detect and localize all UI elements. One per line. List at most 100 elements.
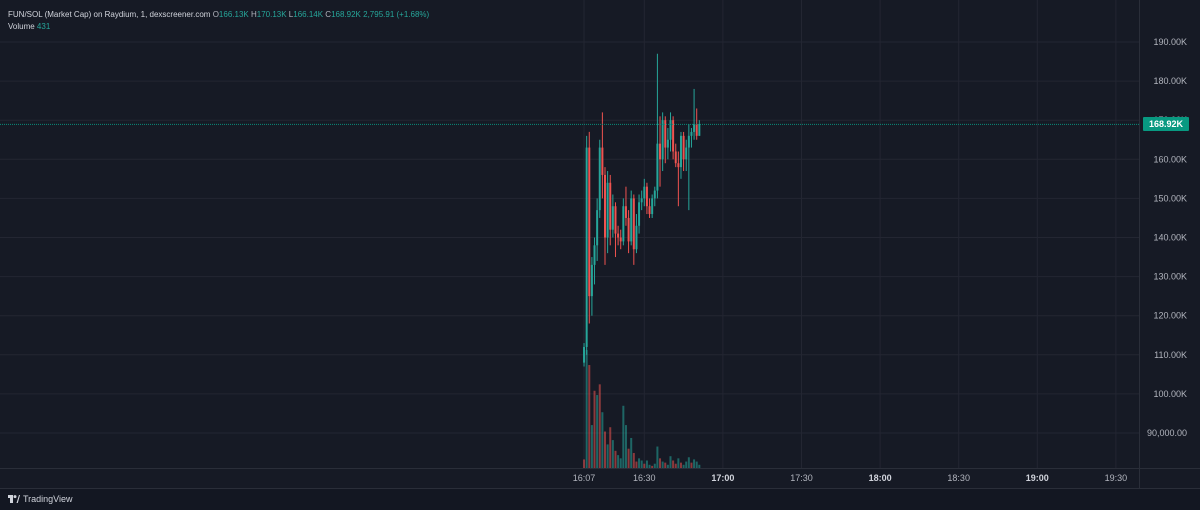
- candles: [583, 53, 701, 367]
- candle-body: [611, 206, 614, 230]
- candle-body: [630, 198, 633, 242]
- candle-body: [632, 198, 635, 250]
- time-axis-label: 17:00: [711, 473, 734, 483]
- brand-label: TradingView: [23, 494, 73, 504]
- candle-body: [645, 186, 648, 207]
- volume-bar: [643, 463, 646, 468]
- candle-body: [640, 198, 643, 203]
- candle-body: [585, 147, 588, 347]
- candle-body: [627, 217, 630, 242]
- time-axis-label: 16:07: [573, 473, 596, 483]
- candle-body: [588, 147, 591, 297]
- candle-body: [664, 120, 667, 148]
- volume-bar: [617, 455, 620, 468]
- volume-bar: [674, 463, 677, 468]
- candle-body: [679, 135, 682, 168]
- volume-bar: [585, 350, 588, 468]
- volume-bar: [596, 395, 599, 468]
- time-axis: 16:07 16:30 17:00 17:30 18:00 18:30 19:00 19:30: [573, 473, 1127, 483]
- candle-body: [682, 135, 685, 160]
- candle-body: [661, 120, 664, 160]
- candle-body: [606, 182, 609, 238]
- price-axis-label: 130.00K: [1153, 272, 1187, 282]
- volume-bar: [638, 458, 641, 468]
- volume-bar: [632, 452, 635, 468]
- volume-bar: [624, 425, 627, 468]
- volume-bar: [611, 440, 614, 468]
- volume-bar: [653, 463, 656, 468]
- candle-body: [622, 206, 625, 242]
- low-label: L: [288, 10, 294, 19]
- candle-body: [674, 151, 677, 164]
- price-axis-label: 150.00K: [1153, 193, 1187, 203]
- volume-bar: [651, 465, 654, 468]
- candle-body: [643, 186, 646, 199]
- price-axis-label: 140.00K: [1153, 233, 1187, 243]
- volume-bar: [588, 365, 591, 468]
- high-label: H: [250, 10, 257, 19]
- chart-panel[interactable]: 190.00K180.00K170.00K160.00K150.00K140.0…: [0, 0, 1200, 488]
- price-axis-label: 190.00K: [1153, 37, 1187, 47]
- chart-legend: FUN/SOL (Market Cap) on Raydium, 1, dexs…: [8, 9, 429, 33]
- chart-canvas[interactable]: 190.00K180.00K170.00K160.00K150.00K140.0…: [0, 0, 1200, 488]
- candle-body: [593, 245, 596, 265]
- volume-bar: [669, 456, 672, 468]
- change-value: 2,795.91 (+1.68%): [363, 10, 430, 19]
- candle-body: [651, 198, 654, 215]
- candle-body: [617, 233, 620, 238]
- candle-body: [677, 163, 680, 168]
- candle-body: [669, 120, 672, 140]
- volume-bar: [685, 461, 688, 468]
- candle-body: [638, 202, 641, 226]
- volume-bar: [640, 460, 643, 468]
- volume-bar: [666, 464, 669, 468]
- candle-body: [590, 264, 593, 297]
- time-axis-label: 19:30: [1105, 473, 1128, 483]
- candle-body: [656, 143, 659, 191]
- candle-body: [648, 206, 651, 215]
- time-axis-label: 17:30: [790, 473, 813, 483]
- price-axis-label: 160.00K: [1153, 154, 1187, 164]
- candle-body: [619, 237, 622, 242]
- volume-bar: [614, 450, 617, 468]
- volume-bar: [648, 464, 651, 468]
- candle-body: [695, 124, 698, 136]
- candle-body: [666, 139, 669, 148]
- open-label: O: [212, 10, 219, 19]
- candle-body: [659, 143, 662, 160]
- time-axis-label: 16:30: [633, 473, 656, 483]
- volume-bar: [604, 431, 606, 468]
- volume-bar: [677, 458, 680, 468]
- tradingview-logo[interactable]: TradingView: [8, 494, 73, 504]
- symbol-title[interactable]: FUN/SOL (Market Cap) on Raydium, 1, dexs…: [8, 10, 211, 19]
- candle-body: [653, 190, 656, 199]
- price-axis-label: 110.00K: [1154, 350, 1187, 360]
- candle-body: [598, 147, 601, 211]
- volume-bar: [622, 405, 625, 468]
- open-value: 166.13K: [218, 10, 249, 19]
- volume-bar: [590, 425, 593, 468]
- price-axis-label: 100.00K: [1153, 389, 1187, 399]
- candle-body: [604, 174, 606, 238]
- price-axis-label: 180.00K: [1153, 76, 1187, 86]
- volume-bar: [690, 462, 693, 468]
- volume-value: 431: [36, 22, 51, 31]
- price-axis: 190.00K180.00K170.00K160.00K150.00K140.0…: [1147, 37, 1187, 438]
- last-price-tag: 168.92K: [1143, 117, 1189, 132]
- volume-bar: [687, 457, 690, 468]
- candle-body: [672, 120, 675, 152]
- candle-body: [698, 124, 701, 136]
- price-axis-label: 90,000.00: [1147, 428, 1187, 438]
- close-value: 168.92K: [331, 10, 361, 19]
- volume-bar: [593, 390, 596, 468]
- footer-bar: TradingView: [0, 488, 1200, 510]
- volume-bar: [659, 458, 662, 468]
- candle-body: [685, 147, 688, 160]
- candle-body: [609, 182, 612, 230]
- tradingview-icon: [8, 495, 20, 503]
- volume-bar: [598, 384, 601, 468]
- volume-bar: [645, 460, 648, 468]
- volume-label[interactable]: Volume: [8, 22, 35, 31]
- volume-bar: [583, 459, 586, 468]
- volume-bars: [583, 350, 701, 468]
